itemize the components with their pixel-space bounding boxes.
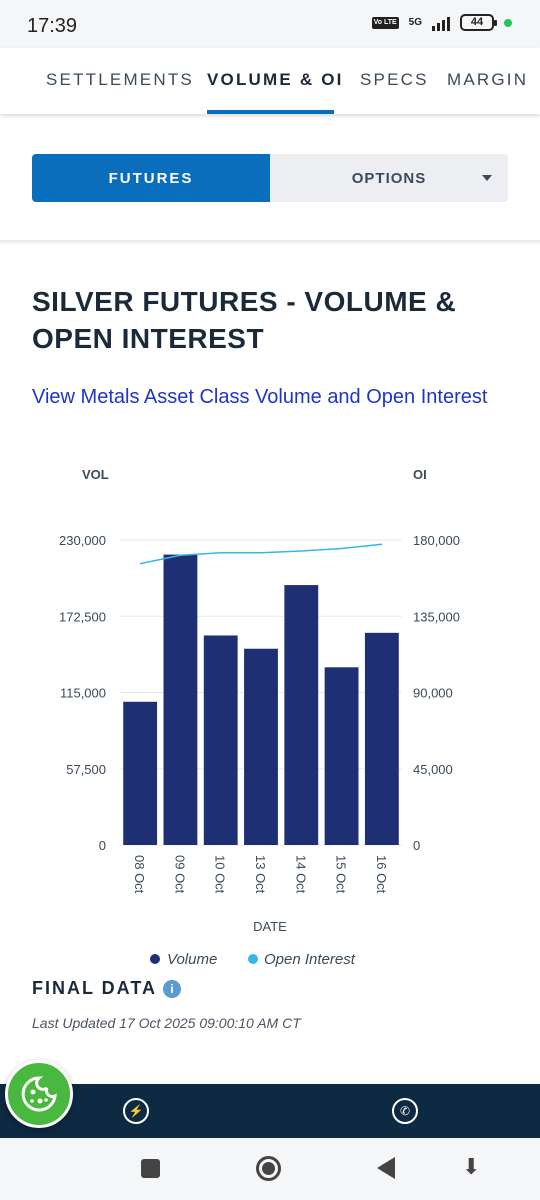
x-tick-label: 10 Oct	[213, 855, 228, 894]
right-tick-label: 135,000	[413, 609, 460, 624]
back-icon[interactable]	[377, 1157, 395, 1179]
x-tick-label: 08 Oct	[132, 855, 147, 894]
bottom-share-bar: ⚡ ✆	[0, 1084, 540, 1138]
left-tick-label: 0	[99, 838, 106, 853]
volume-bar	[163, 554, 198, 845]
axes: VOL OI 0 0 57,500 45,000 115,000 90,000 172,500 1…	[59, 467, 460, 934]
volume-oi-chart: VOL OI 0 0 57,500 45,000 115,000 90,000 172,500 1…	[59, 467, 460, 968]
volume-bar	[123, 701, 158, 845]
right-tick-label: 90,000	[413, 686, 453, 701]
legend: Volume Open Interest	[150, 951, 356, 968]
volume-bar	[364, 632, 399, 845]
page-title: SILVER FUTURES - VOLUME & OPEN INTEREST	[32, 286, 457, 354]
tab-settlements[interactable]: SETTLEMENTS	[46, 70, 194, 89]
messenger-icon[interactable]: ⚡	[123, 1098, 149, 1124]
tab-margin[interactable]: MARGIN	[447, 70, 529, 89]
x-tick-label: 09 Oct	[172, 855, 187, 894]
cookie-settings-button[interactable]	[5, 1060, 73, 1128]
signal-icon	[432, 15, 450, 31]
legend-oi-dot	[248, 954, 258, 964]
status-icons: Vo LTE 5G 44	[371, 14, 512, 31]
right-tick-label: 45,000	[413, 762, 453, 777]
chevron-down-icon	[482, 175, 492, 181]
assistant-icon[interactable]: ⬇	[462, 1154, 481, 1179]
whatsapp-icon[interactable]: ✆	[392, 1098, 418, 1124]
options-label: OPTIONS	[351, 169, 427, 187]
legend-volume-dot	[150, 954, 160, 964]
options-dropdown[interactable]: OPTIONS	[270, 154, 508, 202]
metals-asset-class-link[interactable]: View Metals Asset Class Volume and Open …	[32, 386, 488, 408]
x-tick-label: 16 Oct	[374, 855, 389, 894]
home-icon[interactable]	[256, 1156, 281, 1181]
active-tab-indicator	[207, 110, 334, 114]
x-tick-label: 14 Oct	[293, 855, 308, 894]
status-bar: 17:39 Vo LTE 5G 44	[0, 0, 540, 48]
tab-bar: SETTLEMENTS VOLUME & OI SPECS MARGIN	[0, 48, 540, 114]
section-divider	[0, 240, 540, 245]
left-axis-label: VOL	[82, 467, 109, 482]
right-tick-label: 180,000	[413, 533, 460, 548]
product-toggle: FUTURES OPTIONS	[32, 154, 508, 202]
final-data-header: FINAL DATA i	[32, 978, 181, 999]
last-updated-text: Last Updated 17 Oct 2025 09:00:10 AM CT	[32, 1015, 301, 1031]
open-interest-line-path	[139, 543, 383, 565]
privacy-dot-icon	[504, 18, 512, 27]
right-axis-label: OI	[413, 467, 427, 482]
x-axis-label: DATE	[253, 919, 287, 934]
info-icon[interactable]: i	[163, 979, 181, 998]
left-tick-label: 230,000	[59, 533, 106, 548]
cookie-icon	[21, 1076, 57, 1112]
volume-bar	[284, 585, 319, 845]
volume-bar	[203, 635, 238, 845]
battery-icon: 44	[460, 14, 497, 31]
legend-oi-label: Open Interest	[264, 951, 356, 968]
x-tick-label: 15 Oct	[334, 855, 349, 894]
volte-icon: Vo LTE	[371, 16, 399, 29]
status-time: 17:39	[27, 15, 78, 37]
left-tick-label: 115,000	[60, 686, 106, 701]
left-tick-label: 57,500	[66, 762, 106, 777]
right-tick-label: 0	[413, 838, 420, 853]
final-data-label: FINAL DATA	[32, 978, 157, 998]
volume-bar	[244, 648, 278, 845]
tab-specs[interactable]: SPECS	[360, 70, 429, 89]
volume-bar	[324, 667, 359, 845]
futures-button[interactable]: FUTURES	[32, 154, 270, 202]
recents-icon[interactable]	[141, 1159, 160, 1178]
x-tick-label: 13 Oct	[253, 855, 268, 894]
tab-volume-oi[interactable]: VOLUME & OI	[207, 70, 344, 89]
legend-volume-label: Volume	[167, 951, 217, 968]
network-type: 5G	[408, 17, 422, 28]
system-nav-bar: ⬇	[0, 1138, 540, 1200]
left-tick-label: 172,500	[59, 609, 106, 624]
open-interest-line	[139, 543, 383, 565]
volume-bars	[123, 554, 399, 845]
